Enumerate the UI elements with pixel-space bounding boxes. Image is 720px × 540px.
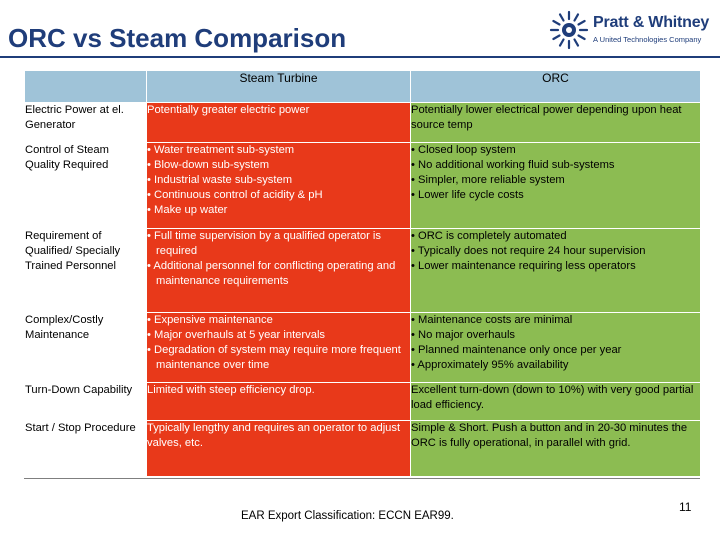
- row-label: Requirement of Qualified/ Specially Trai…: [24, 228, 147, 313]
- table-row: Turn-Down Capability Limited with steep e…: [24, 382, 701, 421]
- orc-cell-line: Simple & Short. Push a button and in 20-…: [411, 422, 688, 449]
- table-row: Requirement of Qualified/ Specially Trai…: [24, 228, 701, 313]
- steam-cell: • Expensive maintenance • Major overhauls…: [146, 312, 411, 383]
- title-divider: [0, 56, 720, 58]
- orc-cell-line: • Lower life cycle costs: [411, 189, 524, 201]
- page-number: 11: [679, 500, 692, 514]
- steam-cell-line: • Expensive maintenance: [147, 314, 273, 326]
- header-cell-orc: ORC: [410, 70, 701, 103]
- steam-cell-line: • Degradation of system may require more…: [147, 344, 401, 371]
- orc-cell-line: • ORC is completely automated: [411, 230, 567, 242]
- steam-cell-line: • Industrial waste sub-system: [147, 174, 293, 186]
- row-label: Complex/Costly Maintenance: [24, 312, 147, 383]
- table-body: Electric Power at el. Generator Potential…: [24, 102, 701, 477]
- row-label: Electric Power at el. Generator: [24, 102, 147, 143]
- steam-cell-line: Potentially greater electric power: [147, 104, 310, 116]
- steam-cell-line: • Major overhauls at 5 year intervals: [147, 329, 326, 341]
- steam-cell-line: • Additional personnel for conflicting o…: [147, 260, 396, 287]
- orc-cell-line: • No additional working fluid sub-system…: [411, 159, 615, 171]
- footer-divider: [24, 478, 700, 479]
- table-row: Control of Steam Quality Required • Water…: [24, 142, 701, 229]
- orc-cell-line: Excellent turn-down (down to 10%) with v…: [411, 384, 694, 411]
- eagle-emblem-icon: [549, 10, 589, 50]
- orc-cell-line: • No major overhauls: [411, 329, 516, 341]
- header-cell-steam-turbine: Steam Turbine: [146, 70, 411, 103]
- table-row: Complex/Costly Maintenance • Expensive ma…: [24, 312, 701, 383]
- table-header-row: Steam Turbine ORC: [24, 70, 701, 103]
- comparison-table: Steam Turbine ORC Electric Power at el. …: [24, 70, 701, 477]
- steam-cell: • Water treatment sub-system • Blow-down …: [146, 142, 411, 229]
- orc-cell: • ORC is completely automated • Typically…: [410, 228, 701, 313]
- orc-cell-line: • Simpler, more reliable system: [411, 174, 565, 186]
- logo-company-name: Pratt & Whitney: [593, 14, 710, 31]
- steam-cell-line: Typically lengthy and requires an operat…: [147, 422, 401, 449]
- slide-title: ORC vs Steam Comparison: [8, 23, 347, 53]
- orc-cell-line: • Approximately 95% availability: [411, 359, 569, 371]
- steam-cell-line: Limited with steep efficiency drop.: [147, 384, 315, 396]
- steam-cell-line: • Make up water: [147, 204, 228, 216]
- steam-cell: • Full time supervision by a qualified o…: [146, 228, 411, 313]
- export-classification: EAR Export Classification: ECCN EAR99.: [241, 510, 454, 522]
- steam-cell: Typically lengthy and requires an operat…: [146, 420, 411, 477]
- table-row: Start / Stop Procedure Typically lengthy …: [24, 420, 701, 477]
- orc-cell: • Maintenance costs are minimal • No majo…: [410, 312, 701, 383]
- orc-cell: Excellent turn-down (down to 10%) with v…: [410, 382, 701, 421]
- steam-cell-line: • Continuous control of acidity & pH: [147, 189, 323, 201]
- row-label: Control of Steam Quality Required: [24, 142, 147, 229]
- orc-cell-line: Potentially lower electrical power depen…: [411, 104, 682, 131]
- orc-cell-line: • Typically does not require 24 hour sup…: [411, 245, 646, 257]
- steam-cell-line: • Blow-down sub-system: [147, 159, 270, 171]
- steam-cell: Limited with steep efficiency drop.: [146, 382, 411, 421]
- orc-cell-line: • Planned maintenance only once per year: [411, 344, 622, 356]
- logo-tagline: A United Technologies Company: [593, 35, 702, 44]
- orc-cell: Simple & Short. Push a button and in 20-…: [410, 420, 701, 477]
- orc-cell-line: • Closed loop system: [411, 144, 516, 156]
- orc-cell: Potentially lower electrical power depen…: [410, 102, 701, 143]
- row-label: Turn-Down Capability: [24, 382, 147, 421]
- pratt-whitney-logo: Pratt & Whitney A United Technologies Co…: [549, 10, 719, 50]
- header-cell-empty: [24, 70, 147, 103]
- row-label: Start / Stop Procedure: [24, 420, 147, 477]
- table-row: Electric Power at el. Generator Potential…: [24, 102, 701, 143]
- steam-cell: Potentially greater electric power: [146, 102, 411, 143]
- orc-cell: • Closed loop system • No additional work…: [410, 142, 701, 229]
- orc-cell-line: • Lower maintenance requiring less opera…: [411, 260, 636, 272]
- orc-cell-line: • Maintenance costs are minimal: [411, 314, 573, 326]
- steam-cell-line: • Water treatment sub-system: [147, 144, 295, 156]
- steam-cell-line: • Full time supervision by a qualified o…: [147, 230, 381, 257]
